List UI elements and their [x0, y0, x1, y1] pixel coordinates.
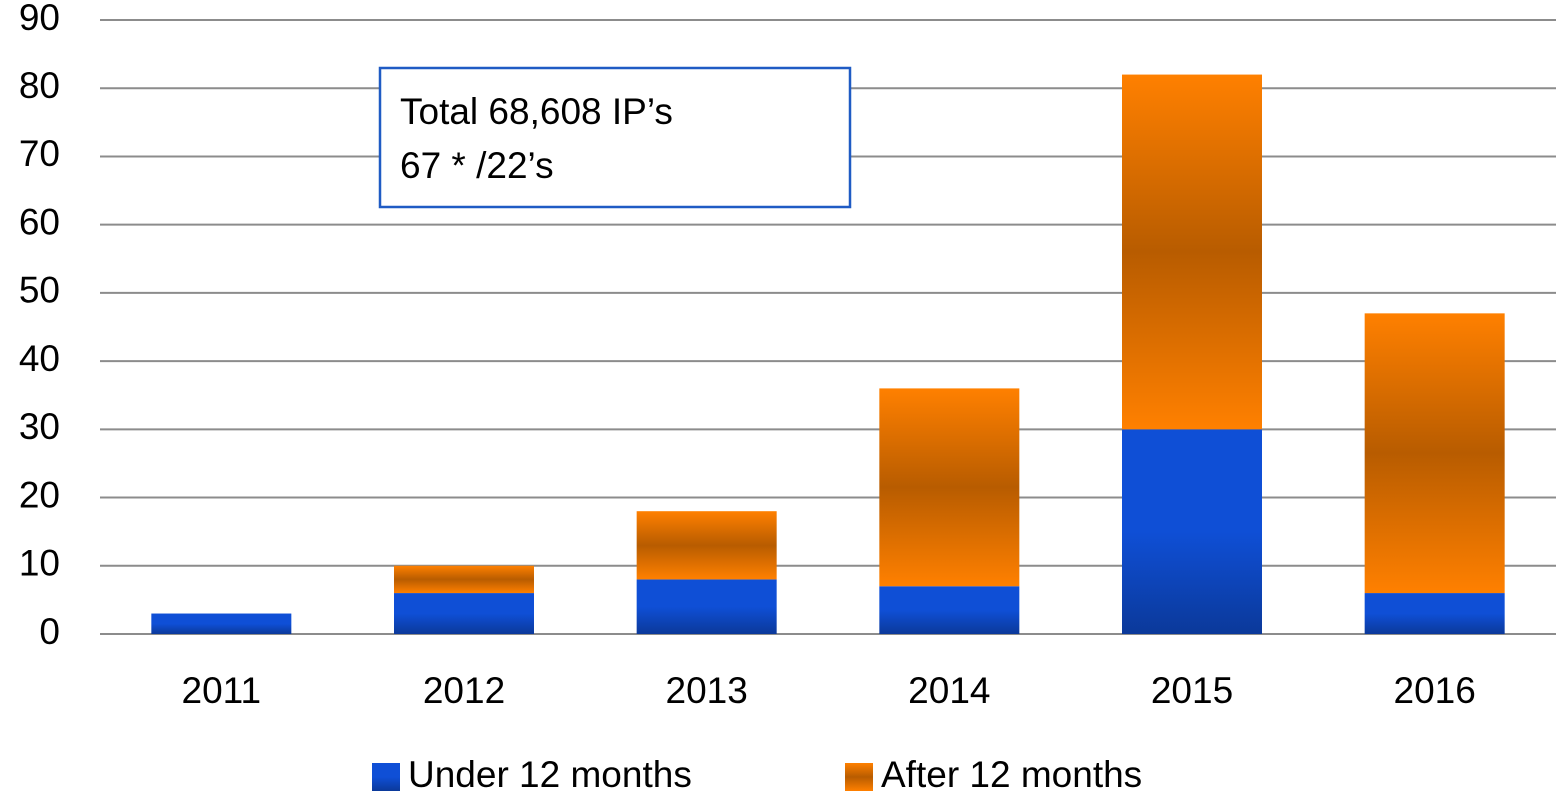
y-tick-label: 30 [19, 406, 60, 447]
legend-swatch [372, 763, 400, 791]
bar [636, 579, 777, 634]
bar [394, 593, 534, 634]
annotation: 67 * /22’s [400, 145, 554, 186]
y-tick-label: 50 [19, 270, 60, 311]
legend-label: Under 12 months [408, 754, 692, 795]
annotation: Total 68,608 IP’s [400, 91, 673, 132]
y-tick-label: 0 [39, 611, 60, 652]
bar [1364, 593, 1505, 634]
x-tick-label: 2016 [1394, 670, 1476, 711]
x-tick-label: 2014 [908, 670, 990, 711]
x-tick-label: 2013 [666, 670, 748, 711]
x-tick-label: 2015 [1151, 670, 1233, 711]
legend-label: After 12 months [881, 754, 1142, 795]
y-tick-label: 10 [19, 543, 60, 584]
x-tick-label: 2011 [182, 670, 262, 711]
bar [1122, 429, 1262, 634]
legend-swatch [845, 763, 873, 791]
bar [1122, 74, 1262, 430]
bar [879, 586, 1020, 634]
y-tick-label: 70 [19, 133, 60, 174]
bar [1364, 313, 1505, 594]
y-tick-label: 40 [19, 338, 60, 379]
y-tick-label: 80 [19, 65, 60, 106]
y-tick-label: 20 [19, 474, 60, 515]
y-tick-label: 60 [19, 201, 60, 242]
bar [394, 565, 534, 594]
bar [879, 388, 1020, 587]
x-tick-label: 2012 [423, 670, 505, 711]
bar [636, 511, 777, 580]
y-tick-label: 90 [19, 0, 60, 38]
annotation-box [378, 66, 852, 209]
bar [151, 613, 292, 634]
